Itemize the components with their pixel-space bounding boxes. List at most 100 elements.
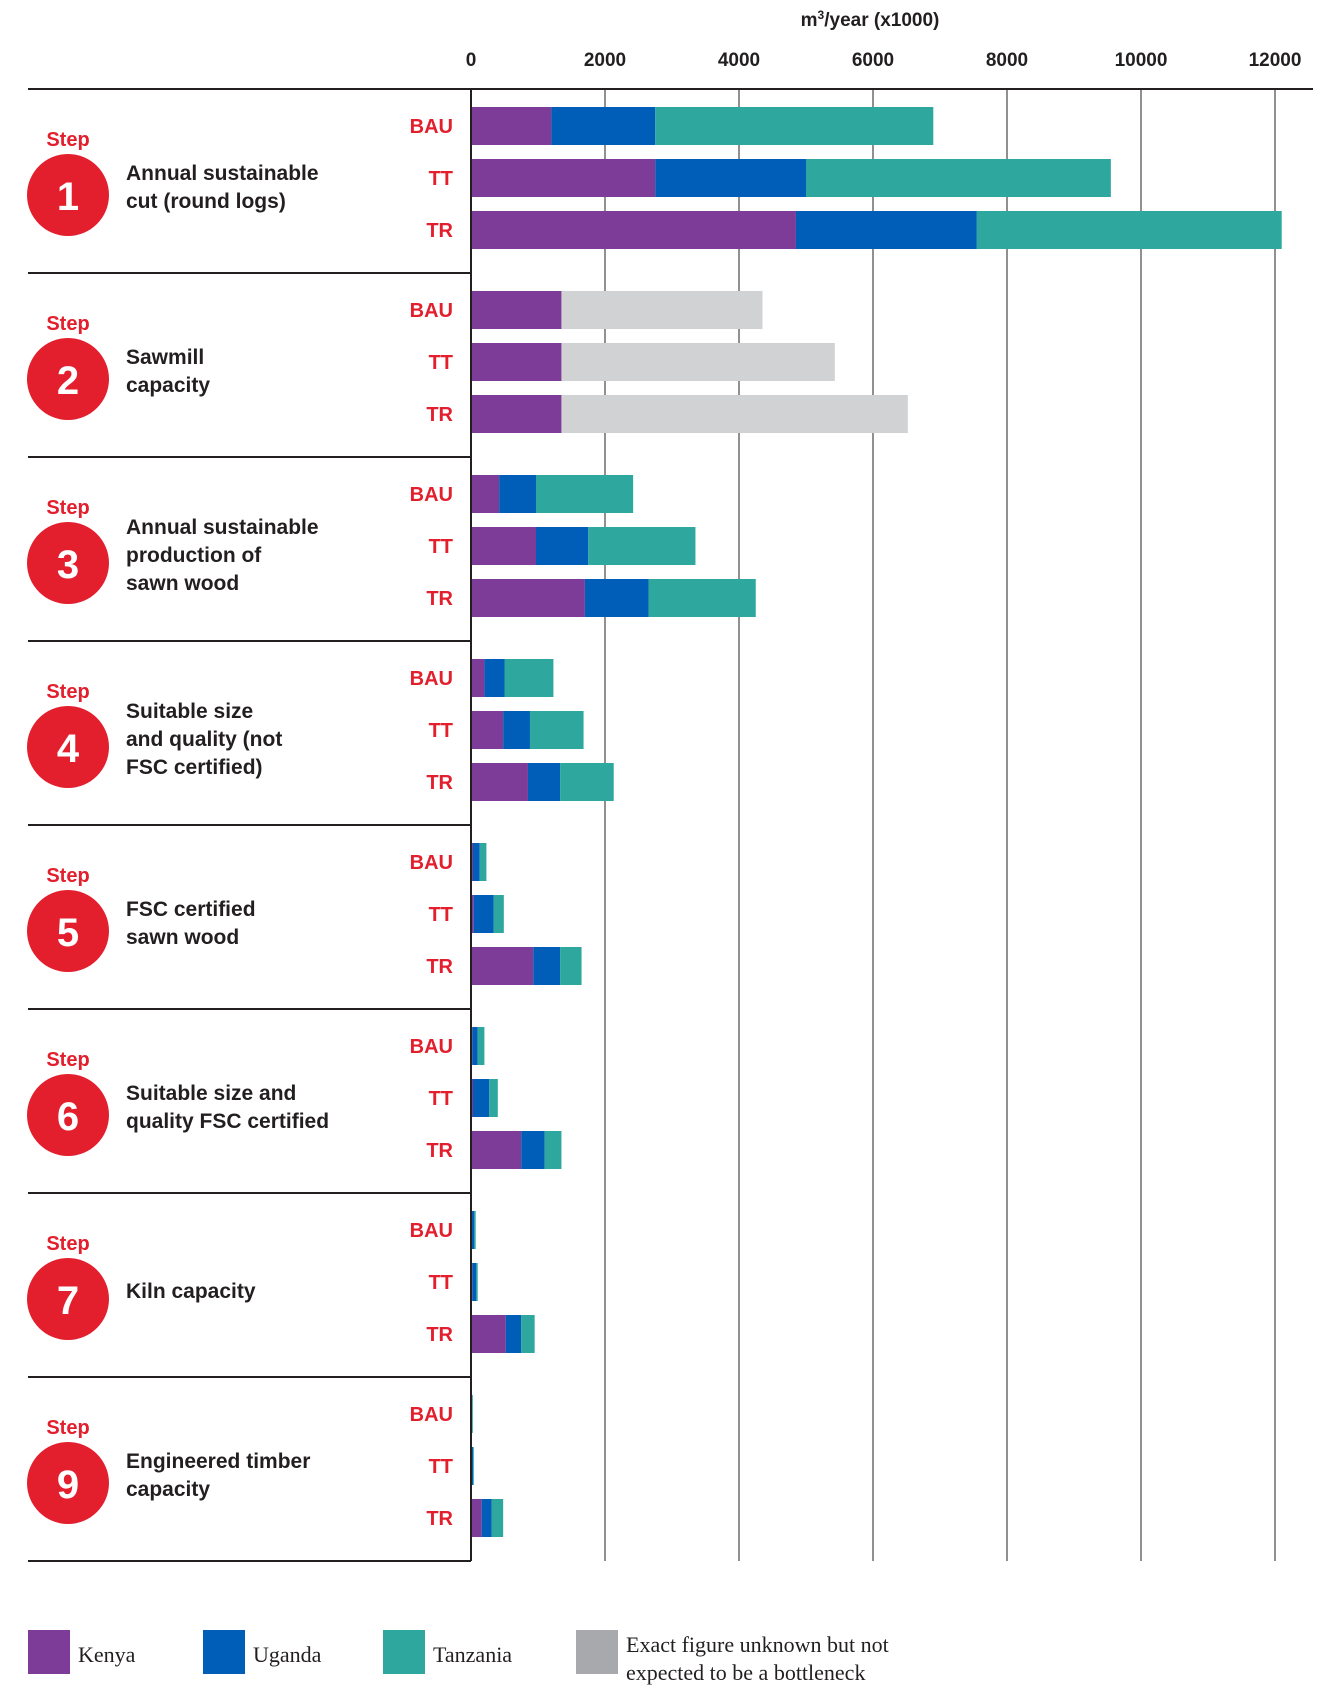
step-circle [27, 338, 109, 420]
bar-3-bau-uganda [499, 475, 536, 513]
step-word: Step [46, 865, 89, 887]
bar-5-tr-uganda [533, 947, 561, 985]
legend-item: Exact figure unknown but not expected to … [576, 1630, 889, 1685]
bar-3-tr-tanzania [648, 579, 756, 617]
step-label-line: FSC certified) [126, 756, 263, 779]
scenario-label: TR [426, 404, 453, 426]
bar-1-tt-uganda [655, 159, 806, 197]
bar-4-bau-kenya [471, 659, 485, 697]
step-circle [27, 890, 109, 972]
step-label-line: and quality (not [126, 728, 282, 751]
bar-5-tt-tanzania [493, 895, 504, 933]
scenario-label: TT [429, 168, 453, 190]
scenario-label: TR [426, 1508, 453, 1530]
step-number: 2 [57, 359, 79, 403]
bar-3-bau-tanzania [535, 475, 634, 513]
legend-item: Tanzania [383, 1630, 512, 1674]
bar-5-tt-kenya [471, 895, 474, 933]
scenario-label: TT [429, 904, 453, 926]
step-label-line: Annual sustainable [126, 516, 319, 539]
step-label-line: Suitable size [126, 700, 253, 723]
step-circle [27, 1074, 109, 1156]
legend: Kenya Uganda Tanzania Exact figure unknown … [28, 1630, 889, 1685]
legend-label: Tanzania [433, 1642, 512, 1667]
bar-7-tr-tanzania [521, 1315, 535, 1353]
legend-swatch [383, 1630, 425, 1674]
bar-4-tr-kenya [471, 763, 528, 801]
scenario-label: TT [429, 536, 453, 558]
step-1: Step 1 Annual sustainable cut (round logs) B… [27, 116, 454, 242]
bar-4-tr-uganda [527, 763, 561, 801]
bar-1-tr-uganda [795, 211, 977, 249]
step-circle [27, 154, 109, 236]
step-number: 7 [57, 1279, 79, 1323]
bar-5-bau-kenya [471, 843, 474, 881]
bar-4-tt-kenya [471, 711, 504, 749]
step-number: 3 [57, 543, 79, 587]
x-tick-label: 6000 [852, 50, 894, 71]
bar-5-tr-tanzania [560, 947, 582, 985]
bar-7-bau-tanzania [474, 1211, 476, 1249]
scenario-label: TR [426, 1324, 453, 1346]
step-label-line: FSC certified [126, 898, 256, 921]
bar-2-tt-exact [561, 343, 835, 381]
scenario-label: TT [429, 1456, 453, 1478]
bar-5-tt-uganda [473, 895, 494, 933]
scenario-label: BAU [410, 852, 453, 874]
step-7: Step 7 Kiln capacity BAU TT TR [27, 1220, 454, 1346]
scenario-label: TT [429, 1272, 453, 1294]
step-groups: Step 1 Annual sustainable cut (round logs) B… [27, 116, 454, 1530]
step-circle [27, 706, 109, 788]
step-5: Step 5 FSC certified sawn wood BAU TT TR [27, 852, 454, 978]
bar-2-tt-kenya [471, 343, 562, 381]
step-word: Step [46, 1049, 89, 1071]
step-label-line: capacity [126, 374, 210, 397]
step-number: 9 [57, 1463, 79, 1507]
step-number: 4 [57, 727, 80, 771]
bar-6-tt-kenya [471, 1079, 474, 1117]
bar-1-bau-uganda [551, 107, 656, 145]
bar-9-bau-tanzania [472, 1395, 473, 1433]
bar-5-bau-uganda [473, 843, 480, 881]
bar-6-tr-kenya [471, 1131, 522, 1169]
scenario-label: TR [426, 956, 453, 978]
step-label-line: Suitable size and [126, 1082, 296, 1105]
bars [471, 107, 1282, 1537]
step-label-line: Annual sustainable [126, 162, 319, 185]
step-label-line: production of [126, 544, 262, 567]
bar-3-tt-kenya [471, 527, 536, 565]
scenario-label: BAU [410, 300, 453, 322]
legend-label: Uganda [253, 1642, 322, 1667]
bar-1-tt-tanzania [806, 159, 1111, 197]
bar-1-tt-kenya [471, 159, 656, 197]
x-tick-label: 10000 [1115, 50, 1168, 71]
bar-9-tr-kenya [471, 1499, 482, 1537]
bar-5-bau-tanzania [479, 843, 487, 881]
bar-1-bau-tanzania [655, 107, 934, 145]
bar-6-tr-uganda [521, 1131, 545, 1169]
chart-frame [28, 88, 1313, 1562]
step-number: 1 [57, 175, 79, 219]
bar-2-bau-kenya [471, 291, 562, 329]
scenario-label: BAU [410, 1220, 453, 1242]
step-9: Step 9 Engineered timber capacity BAU TT TR [27, 1404, 454, 1530]
legend-item: Uganda [203, 1630, 322, 1674]
step-word: Step [46, 129, 89, 151]
bar-7-tr-uganda [505, 1315, 522, 1353]
legend-label: expected to be a bottleneck [626, 1660, 865, 1685]
bar-1-tr-tanzania [976, 211, 1282, 249]
step-label-line: cut (round logs) [126, 190, 286, 213]
legend-swatch [28, 1630, 70, 1674]
bar-4-bau-uganda [484, 659, 505, 697]
bar-5-tr-kenya [471, 947, 534, 985]
bar-6-tt-tanzania [489, 1079, 498, 1117]
x-tick-label: 4000 [718, 50, 760, 71]
x-tick-label: 0 [466, 50, 477, 71]
bar-3-bau-kenya [471, 475, 500, 513]
step-label-line: quality FSC certified [126, 1110, 329, 1133]
bar-6-bau-tanzania [477, 1027, 485, 1065]
bar-9-tt-uganda [471, 1447, 474, 1485]
scenario-label: TT [429, 720, 453, 742]
bar-9-tr-tanzania [491, 1499, 504, 1537]
step-label-line: sawn wood [126, 572, 239, 595]
